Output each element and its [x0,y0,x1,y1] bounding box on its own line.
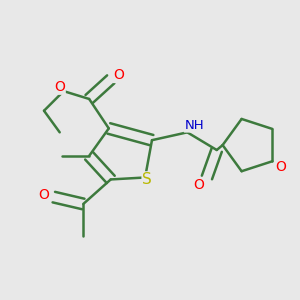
Text: O: O [194,178,205,192]
Text: O: O [54,80,65,94]
Text: NH: NH [184,119,204,132]
Text: O: O [113,68,124,83]
Text: O: O [275,160,286,174]
Text: O: O [39,188,50,202]
Text: S: S [142,172,152,187]
